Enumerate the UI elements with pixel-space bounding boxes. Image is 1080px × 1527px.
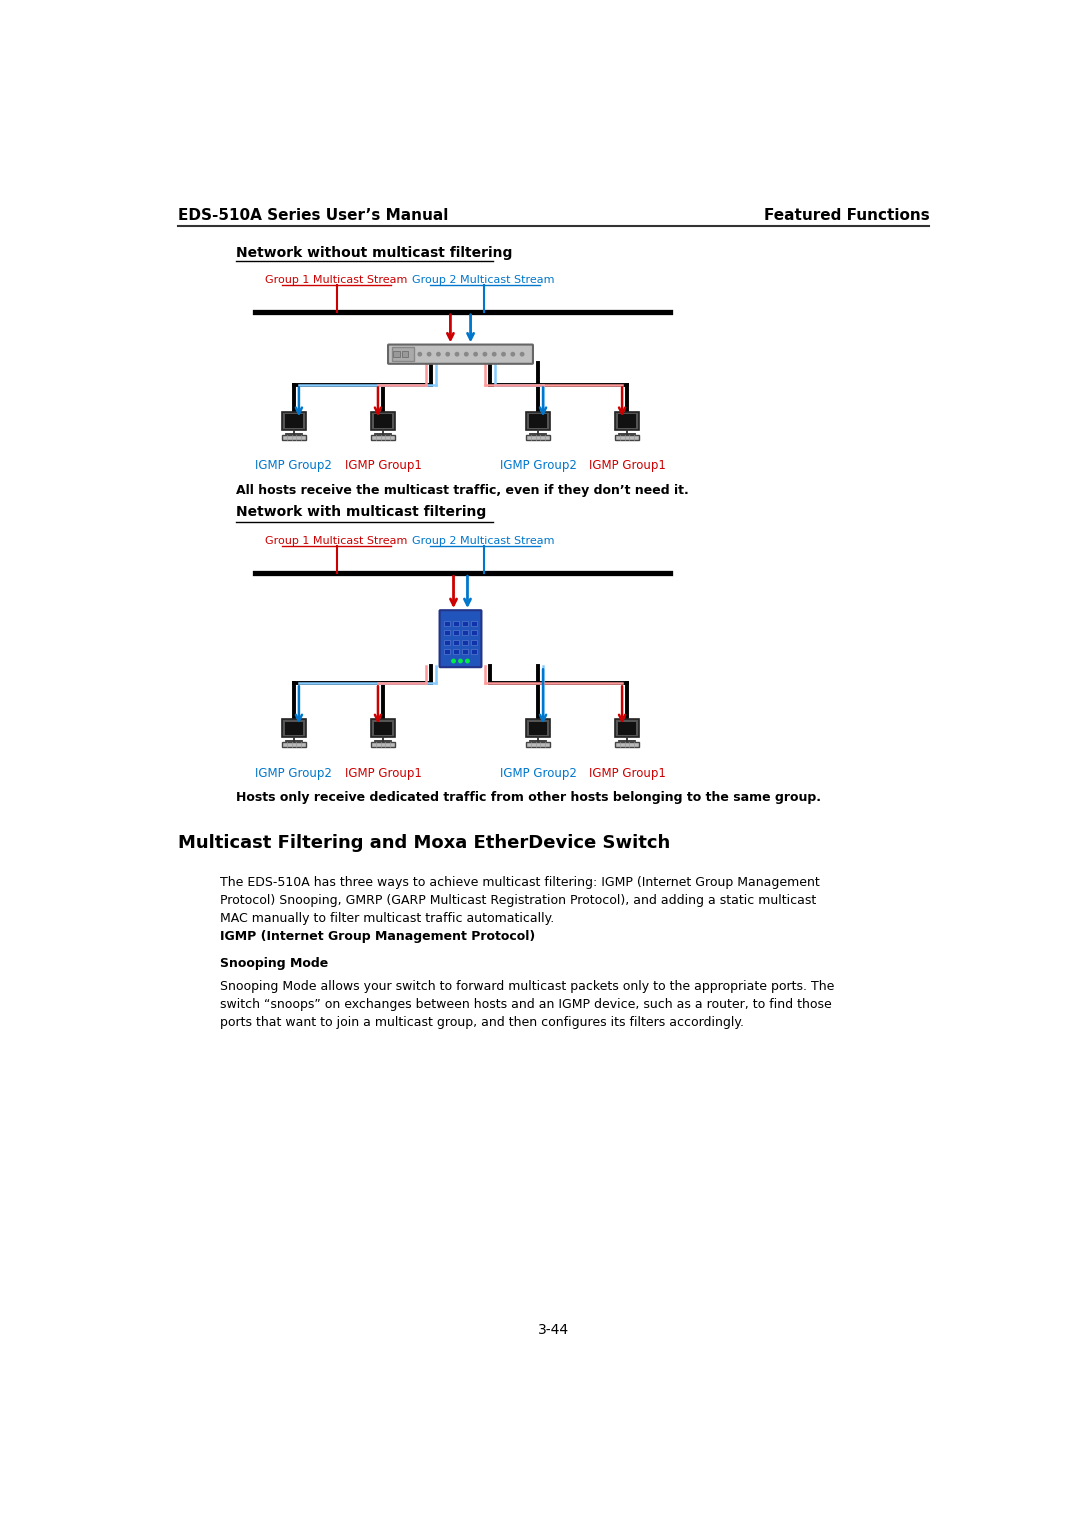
Bar (454, 640, 459, 644)
Circle shape (502, 353, 505, 356)
Bar (526, 412, 550, 431)
Circle shape (436, 353, 441, 356)
Bar (618, 722, 636, 734)
FancyBboxPatch shape (440, 611, 482, 667)
Circle shape (483, 353, 487, 356)
Bar (616, 742, 638, 747)
Bar (529, 722, 548, 734)
Bar (285, 414, 303, 428)
Bar (529, 414, 548, 428)
Text: Group 1 Multicast Stream: Group 1 Multicast Stream (266, 536, 407, 547)
Bar (402, 351, 408, 357)
Bar (372, 412, 394, 431)
Text: IGMP (Internet Group Management Protocol): IGMP (Internet Group Management Protocol… (220, 930, 536, 942)
Bar (616, 435, 638, 440)
Text: IGMP Group2: IGMP Group2 (500, 767, 577, 779)
Bar (372, 719, 394, 738)
Bar (462, 621, 468, 626)
Bar (526, 435, 550, 440)
Text: IGMP Group1: IGMP Group1 (345, 460, 421, 472)
Text: Featured Functions: Featured Functions (764, 208, 930, 223)
Text: Snooping Mode allows your switch to forward multicast packets only to the approp: Snooping Mode allows your switch to forw… (220, 980, 835, 1029)
Bar (526, 742, 550, 747)
Bar (454, 631, 459, 635)
Circle shape (464, 353, 468, 356)
Text: IGMP Group1: IGMP Group1 (345, 767, 421, 779)
Bar (616, 412, 638, 431)
Text: IGMP Group1: IGMP Group1 (589, 767, 665, 779)
Bar (282, 719, 306, 738)
Circle shape (465, 660, 469, 663)
Bar (616, 719, 638, 738)
Text: IGMP Group2: IGMP Group2 (256, 767, 333, 779)
FancyBboxPatch shape (388, 345, 532, 363)
Text: The EDS-510A has three ways to achieve multicast filtering: IGMP (Internet Group: The EDS-510A has three ways to achieve m… (220, 876, 820, 925)
Text: IGMP Group1: IGMP Group1 (589, 460, 665, 472)
Bar (618, 414, 636, 428)
Circle shape (428, 353, 431, 356)
Bar (282, 412, 306, 431)
Bar (454, 621, 459, 626)
Text: All hosts receive the multicast traffic, even if they don’t need it.: All hosts receive the multicast traffic,… (235, 484, 689, 496)
Bar (526, 719, 550, 738)
Bar (372, 435, 394, 440)
Bar (285, 722, 303, 734)
Text: Network with multicast filtering: Network with multicast filtering (235, 505, 486, 519)
Text: IGMP Group2: IGMP Group2 (256, 460, 333, 472)
Bar (471, 649, 477, 654)
Bar (444, 649, 450, 654)
Bar (374, 722, 392, 734)
Bar (444, 640, 450, 644)
Text: 3-44: 3-44 (538, 1324, 569, 1338)
Text: Group 1 Multicast Stream: Group 1 Multicast Stream (266, 275, 407, 286)
Bar (462, 649, 468, 654)
Text: Snooping Mode: Snooping Mode (220, 957, 328, 970)
Circle shape (521, 353, 524, 356)
Bar (372, 742, 394, 747)
Text: EDS-510A Series User’s Manual: EDS-510A Series User’s Manual (177, 208, 448, 223)
Bar (393, 351, 400, 357)
Bar (374, 414, 392, 428)
Bar (462, 631, 468, 635)
Bar (282, 742, 306, 747)
Bar (444, 621, 450, 626)
Bar (392, 347, 414, 362)
Text: Group 2 Multicast Stream: Group 2 Multicast Stream (413, 275, 555, 286)
Bar (454, 649, 459, 654)
Bar (444, 631, 450, 635)
Circle shape (511, 353, 514, 356)
Bar (471, 640, 477, 644)
Circle shape (459, 660, 462, 663)
Bar (471, 631, 477, 635)
Text: Hosts only receive dedicated traffic from other hosts belonging to the same grou: Hosts only receive dedicated traffic fro… (235, 791, 821, 805)
Circle shape (418, 353, 421, 356)
Circle shape (446, 353, 449, 356)
Circle shape (451, 660, 456, 663)
Bar (282, 435, 306, 440)
Text: IGMP Group2: IGMP Group2 (500, 460, 577, 472)
Circle shape (456, 353, 459, 356)
Text: Multicast Filtering and Moxa EtherDevice Switch: Multicast Filtering and Moxa EtherDevice… (177, 834, 670, 852)
Bar (471, 621, 477, 626)
Text: Group 2 Multicast Stream: Group 2 Multicast Stream (413, 536, 555, 547)
Circle shape (474, 353, 477, 356)
Circle shape (492, 353, 496, 356)
Text: Network without multicast filtering: Network without multicast filtering (235, 246, 512, 261)
Bar (462, 640, 468, 644)
